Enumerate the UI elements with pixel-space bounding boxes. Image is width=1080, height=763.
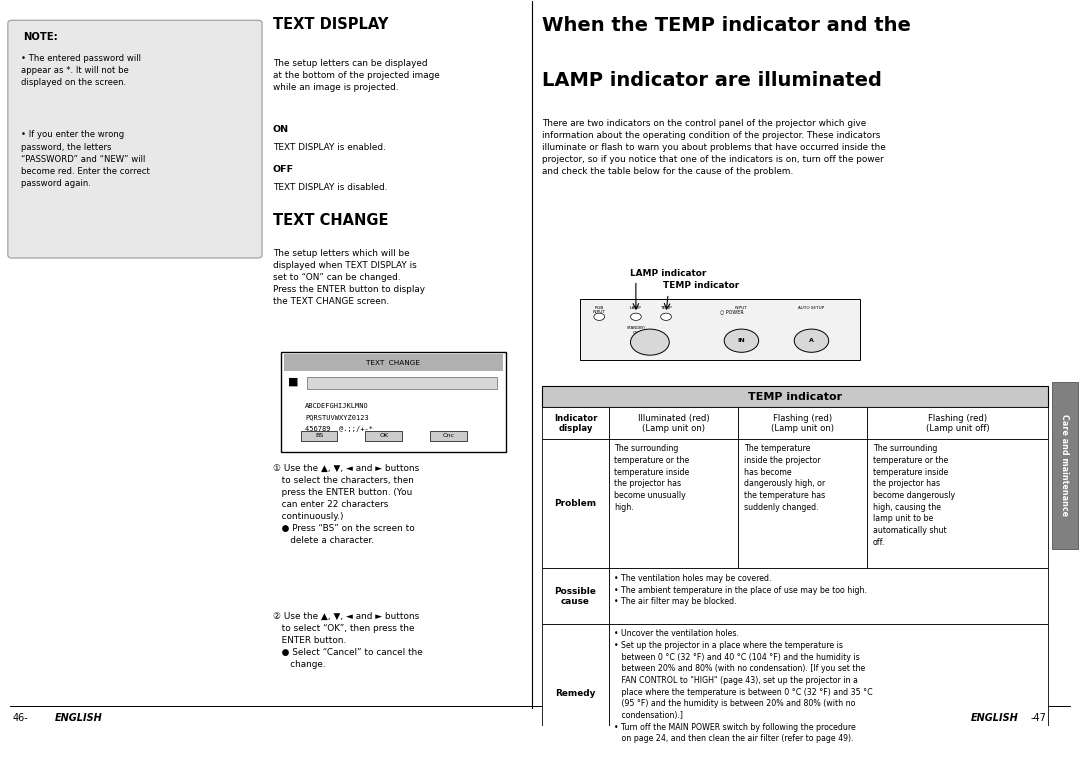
Circle shape bbox=[631, 329, 670, 356]
Bar bbox=[609, 407, 739, 439]
Text: Flashing (red)
(Lamp unit off): Flashing (red) (Lamp unit off) bbox=[927, 414, 989, 433]
Text: Remedy: Remedy bbox=[555, 689, 596, 698]
Text: NOTE:: NOTE: bbox=[23, 32, 57, 42]
Text: • The ventilation holes may be covered.
• The ambient temperature in the place o: • The ventilation holes may be covered. … bbox=[615, 574, 867, 607]
Text: Indicator
display: Indicator display bbox=[554, 414, 597, 433]
Text: ○ POWER: ○ POWER bbox=[720, 309, 744, 314]
Text: Illuminated (red)
(Lamp unit on): Illuminated (red) (Lamp unit on) bbox=[638, 414, 710, 433]
Bar bbox=[308, 377, 497, 388]
Bar bbox=[301, 430, 337, 441]
Text: STANDBY/
ON: STANDBY/ ON bbox=[626, 327, 646, 335]
Text: ENGLISH: ENGLISH bbox=[971, 713, 1018, 723]
Text: Care and maintenance: Care and maintenance bbox=[1061, 414, 1069, 517]
Text: -47: -47 bbox=[1030, 713, 1047, 723]
Text: TEMP: TEMP bbox=[660, 306, 672, 310]
Text: OFF: OFF bbox=[273, 166, 294, 174]
Text: The setup letters which will be
displayed when TEXT DISPLAY is
set to “ON” can b: The setup letters which will be displaye… bbox=[273, 250, 424, 306]
Text: ENGLISH: ENGLISH bbox=[55, 713, 103, 723]
Text: RGB
INPUT: RGB INPUT bbox=[593, 306, 606, 314]
Bar bbox=[739, 439, 867, 568]
Bar bbox=[867, 407, 1049, 439]
Text: TEXT DISPLAY is enabled.: TEXT DISPLAY is enabled. bbox=[273, 143, 386, 152]
Text: • Uncover the ventilation holes.
• Set up the projector in a place where the tem: • Uncover the ventilation holes. • Set u… bbox=[615, 629, 873, 743]
Text: When the TEMP indicator and the: When the TEMP indicator and the bbox=[542, 16, 912, 35]
Text: OK: OK bbox=[379, 433, 389, 438]
Text: 46-: 46- bbox=[12, 713, 28, 723]
Bar bbox=[282, 353, 505, 452]
Bar bbox=[542, 568, 609, 624]
Bar bbox=[542, 439, 609, 568]
Text: • The entered password will
appear as *. It will not be
displayed on the screen.: • The entered password will appear as *.… bbox=[21, 53, 140, 87]
Text: Cnc: Cnc bbox=[443, 433, 455, 438]
Bar bbox=[739, 407, 867, 439]
FancyBboxPatch shape bbox=[8, 21, 262, 258]
Bar bbox=[365, 430, 402, 441]
Bar bbox=[430, 430, 467, 441]
Text: TEMP indicator: TEMP indicator bbox=[748, 391, 842, 401]
Text: AUTO SETUP: AUTO SETUP bbox=[798, 306, 824, 310]
Text: The setup letters can be displayed
at the bottom of the projected image
while an: The setup letters can be displayed at th… bbox=[273, 60, 440, 92]
Text: The temperature
inside the projector
has become
dangerously high, or
the tempera: The temperature inside the projector has… bbox=[744, 444, 825, 512]
Bar bbox=[867, 439, 1049, 568]
Circle shape bbox=[631, 313, 642, 320]
Circle shape bbox=[661, 313, 672, 320]
Bar bbox=[609, 624, 1049, 763]
Text: 456789  @.;;/+-*: 456789 @.;;/+-* bbox=[306, 427, 374, 433]
Text: INPUT: INPUT bbox=[735, 306, 747, 310]
Text: Flashing (red)
(Lamp unit on): Flashing (red) (Lamp unit on) bbox=[771, 414, 835, 433]
Bar bbox=[1052, 382, 1078, 549]
Bar bbox=[580, 298, 860, 360]
Text: TEXT  CHANGE: TEXT CHANGE bbox=[366, 360, 420, 365]
Text: • If you enter the wrong
password, the letters
“PASSWORD” and “NEW” will
become : • If you enter the wrong password, the l… bbox=[21, 130, 150, 188]
Text: The surrounding
temperature or the
temperature inside
the projector has
become u: The surrounding temperature or the tempe… bbox=[615, 444, 689, 512]
Bar bbox=[284, 355, 503, 371]
Text: TEXT DISPLAY: TEXT DISPLAY bbox=[273, 18, 388, 32]
Text: ■: ■ bbox=[288, 377, 298, 387]
Text: PQRSTUVWXYZ0123: PQRSTUVWXYZ0123 bbox=[306, 414, 369, 420]
Bar bbox=[609, 439, 739, 568]
Text: BS: BS bbox=[315, 433, 323, 438]
Text: ABCDEFGHIJKLMNO: ABCDEFGHIJKLMNO bbox=[306, 403, 369, 409]
Circle shape bbox=[794, 329, 828, 353]
Bar bbox=[542, 407, 609, 439]
Text: Possible
cause: Possible cause bbox=[555, 587, 596, 606]
Text: ON: ON bbox=[273, 124, 289, 134]
Text: LAMP indicator: LAMP indicator bbox=[631, 269, 707, 278]
Text: LAMP: LAMP bbox=[630, 306, 642, 310]
Circle shape bbox=[725, 329, 758, 353]
Text: TEXT CHANGE: TEXT CHANGE bbox=[273, 213, 389, 228]
Text: IN: IN bbox=[738, 338, 745, 343]
Text: There are two indicators on the control panel of the projector which give
inform: There are two indicators on the control … bbox=[542, 119, 886, 175]
Text: TEMP indicator: TEMP indicator bbox=[663, 281, 739, 290]
Text: A: A bbox=[809, 338, 814, 343]
Text: LAMP indicator are illuminated: LAMP indicator are illuminated bbox=[542, 71, 882, 90]
Text: ② Use the ▲, ▼, ◄ and ► buttons
   to select “OK”, then press the
   ENTER butto: ② Use the ▲, ▼, ◄ and ► buttons to selec… bbox=[273, 612, 422, 668]
Text: ① Use the ▲, ▼, ◄ and ► buttons
   to select the characters, then
   press the E: ① Use the ▲, ▼, ◄ and ► buttons to selec… bbox=[273, 464, 419, 545]
Text: Problem: Problem bbox=[554, 499, 596, 508]
Bar bbox=[542, 624, 609, 763]
Bar bbox=[542, 385, 1049, 407]
Bar bbox=[609, 568, 1049, 624]
Circle shape bbox=[594, 313, 605, 320]
Text: TEXT DISPLAY is disabled.: TEXT DISPLAY is disabled. bbox=[273, 183, 388, 192]
Text: The surrounding
temperature or the
temperature inside
the projector has
become d: The surrounding temperature or the tempe… bbox=[873, 444, 955, 546]
